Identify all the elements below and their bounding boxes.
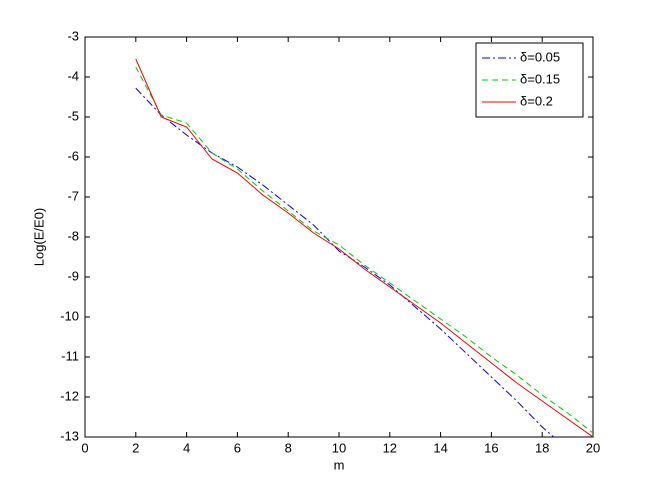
series-line (135, 66, 593, 434)
legend-label: δ=0.05 (520, 49, 560, 64)
y-tick-label: -6 (67, 148, 79, 163)
x-tick-label: 4 (183, 440, 190, 455)
y-tick-label: -7 (67, 188, 79, 203)
x-tick-label: 16 (484, 440, 498, 455)
x-tick-label: 18 (535, 440, 549, 455)
x-tick-label: 8 (285, 440, 292, 455)
y-tick-label: -12 (60, 388, 79, 403)
x-tick-label: 2 (132, 440, 139, 455)
x-tick-label: 12 (383, 440, 397, 455)
y-tick-label: -11 (61, 348, 79, 363)
y-tick-label: -4 (67, 68, 79, 83)
x-tick-label: 20 (586, 440, 600, 455)
y-tick-label: -13 (60, 428, 79, 443)
y-tick-label: -8 (67, 228, 79, 243)
x-tick-label: 14 (433, 440, 447, 455)
x-tick-label: 0 (81, 440, 88, 455)
plot-lines (135, 58, 593, 437)
series-line (135, 58, 593, 437)
x-tick-label: 10 (332, 440, 346, 455)
y-axis-label: Log(E/E0) (31, 208, 46, 267)
y-tick-label: -3 (67, 28, 79, 43)
x-axis-label: m (334, 457, 345, 472)
y-tick-label: -5 (67, 108, 79, 123)
legend-label: δ=0.15 (520, 71, 560, 86)
y-tick-label: -10 (60, 308, 79, 323)
y-tick-label: -9 (67, 268, 79, 283)
legend-label: δ=0.2 (520, 93, 553, 108)
x-tick-label: 6 (234, 440, 241, 455)
